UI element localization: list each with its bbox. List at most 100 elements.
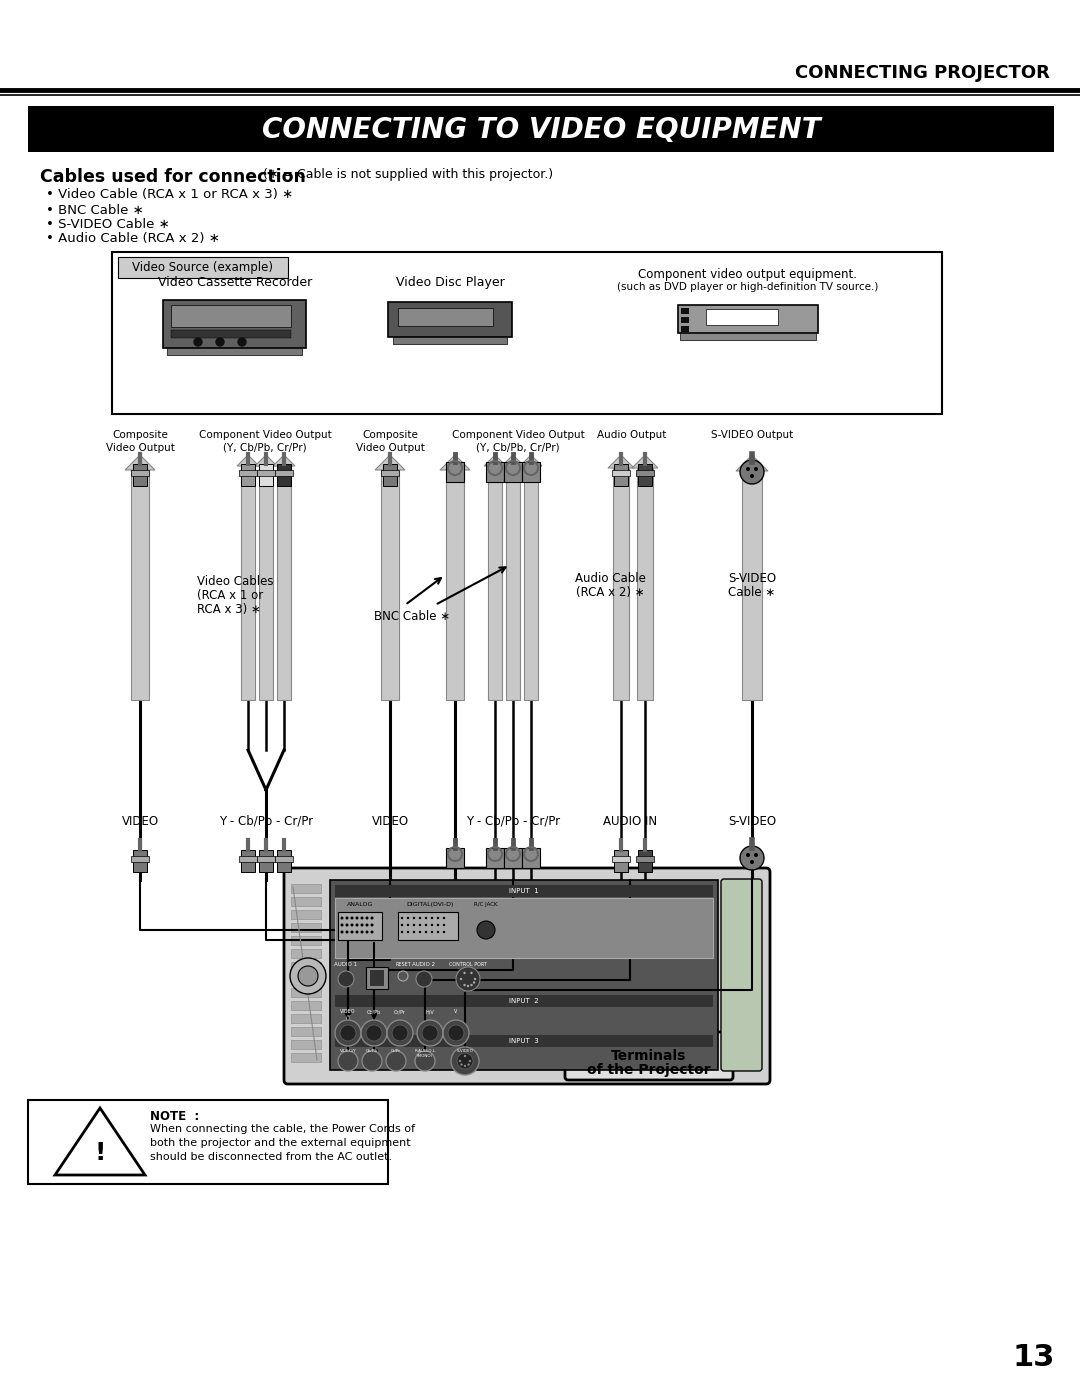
Polygon shape <box>237 455 259 467</box>
Circle shape <box>451 1046 480 1076</box>
Bar <box>291 963 321 971</box>
Bar <box>678 305 818 332</box>
Circle shape <box>469 1060 471 1062</box>
Bar <box>335 886 713 897</box>
Bar <box>131 469 149 476</box>
Bar <box>612 856 630 862</box>
Circle shape <box>401 923 403 926</box>
Bar <box>393 337 507 344</box>
Circle shape <box>740 460 764 483</box>
Circle shape <box>443 916 445 919</box>
Circle shape <box>470 972 473 974</box>
Bar <box>133 464 147 486</box>
Bar <box>131 469 149 700</box>
Bar <box>504 462 522 482</box>
Circle shape <box>746 467 750 471</box>
Text: H/V: H/V <box>426 1009 434 1014</box>
Polygon shape <box>608 455 634 468</box>
Bar <box>291 884 321 893</box>
Circle shape <box>407 930 409 933</box>
Circle shape <box>340 923 343 926</box>
Circle shape <box>460 978 462 981</box>
Text: Cb/Pb: Cb/Pb <box>367 1009 381 1014</box>
Text: • Audio Cable (RCA x 2) ∗: • Audio Cable (RCA x 2) ∗ <box>46 232 220 244</box>
Bar <box>638 849 652 872</box>
Bar <box>681 307 689 314</box>
Bar <box>706 309 778 326</box>
Text: NOTE  :: NOTE : <box>150 1111 199 1123</box>
Circle shape <box>351 923 353 926</box>
Circle shape <box>407 916 409 919</box>
Circle shape <box>401 916 403 919</box>
Circle shape <box>443 930 445 933</box>
Polygon shape <box>519 455 542 467</box>
Bar <box>291 1014 321 1023</box>
Circle shape <box>413 916 415 919</box>
Circle shape <box>216 338 224 346</box>
Circle shape <box>750 861 754 863</box>
Circle shape <box>431 923 433 926</box>
Text: Video Disc Player: Video Disc Player <box>395 277 504 289</box>
Circle shape <box>470 983 473 986</box>
Text: (RCA x 2) ∗: (RCA x 2) ∗ <box>576 585 645 599</box>
Bar <box>291 897 321 907</box>
Bar <box>680 332 816 339</box>
Circle shape <box>443 923 445 926</box>
Text: VIDEO: VIDEO <box>372 814 408 828</box>
Circle shape <box>355 923 359 926</box>
Circle shape <box>346 916 349 919</box>
Circle shape <box>351 916 353 919</box>
Text: BNC Cable ∗: BNC Cable ∗ <box>374 610 450 623</box>
Text: Cb/Pb: Cb/Pb <box>366 1049 378 1053</box>
Text: Video Cables: Video Cables <box>197 576 273 588</box>
Circle shape <box>355 930 359 933</box>
Polygon shape <box>55 1108 145 1175</box>
Circle shape <box>431 930 433 933</box>
Text: RCA x 3) ∗: RCA x 3) ∗ <box>197 604 261 616</box>
Circle shape <box>477 921 495 939</box>
Circle shape <box>338 1051 357 1071</box>
Text: INPUT  2: INPUT 2 <box>509 997 539 1004</box>
Bar <box>330 880 718 1070</box>
Circle shape <box>365 930 368 933</box>
Bar <box>112 251 942 414</box>
Bar <box>291 988 321 997</box>
Bar <box>507 467 519 700</box>
Bar <box>163 300 306 348</box>
Circle shape <box>362 1051 382 1071</box>
Polygon shape <box>502 455 524 467</box>
Bar <box>522 848 540 868</box>
Bar <box>381 469 399 700</box>
Text: (RCA x 1 or: (RCA x 1 or <box>197 590 264 602</box>
Bar <box>239 856 257 862</box>
Bar <box>291 1053 321 1062</box>
Bar <box>370 970 384 986</box>
Bar <box>636 856 654 862</box>
Bar <box>259 464 273 486</box>
Bar <box>366 967 388 989</box>
Circle shape <box>463 1065 467 1067</box>
Text: (Y, Cb/Pb, Cr/Pr): (Y, Cb/Pb, Cr/Pr) <box>476 443 559 453</box>
Polygon shape <box>735 455 768 471</box>
Bar <box>681 317 689 323</box>
Polygon shape <box>255 455 276 467</box>
Circle shape <box>746 854 750 856</box>
Text: CONTROL PORT: CONTROL PORT <box>449 963 487 967</box>
Circle shape <box>754 854 758 856</box>
Bar <box>275 469 293 476</box>
Circle shape <box>346 923 349 926</box>
Circle shape <box>340 930 343 933</box>
Text: Cr/Pr: Cr/Pr <box>391 1049 401 1053</box>
FancyBboxPatch shape <box>284 868 770 1084</box>
Circle shape <box>417 1020 443 1046</box>
Text: INPUT  3: INPUT 3 <box>509 1038 539 1044</box>
Circle shape <box>407 923 409 926</box>
Text: Y - Cb/Pb - Cr/Pr: Y - Cb/Pb - Cr/Pr <box>219 814 313 828</box>
Circle shape <box>361 923 364 926</box>
Circle shape <box>366 1025 382 1041</box>
Circle shape <box>754 467 758 471</box>
Bar <box>291 1027 321 1037</box>
Circle shape <box>370 930 374 933</box>
Circle shape <box>419 923 421 926</box>
Bar <box>446 848 464 868</box>
